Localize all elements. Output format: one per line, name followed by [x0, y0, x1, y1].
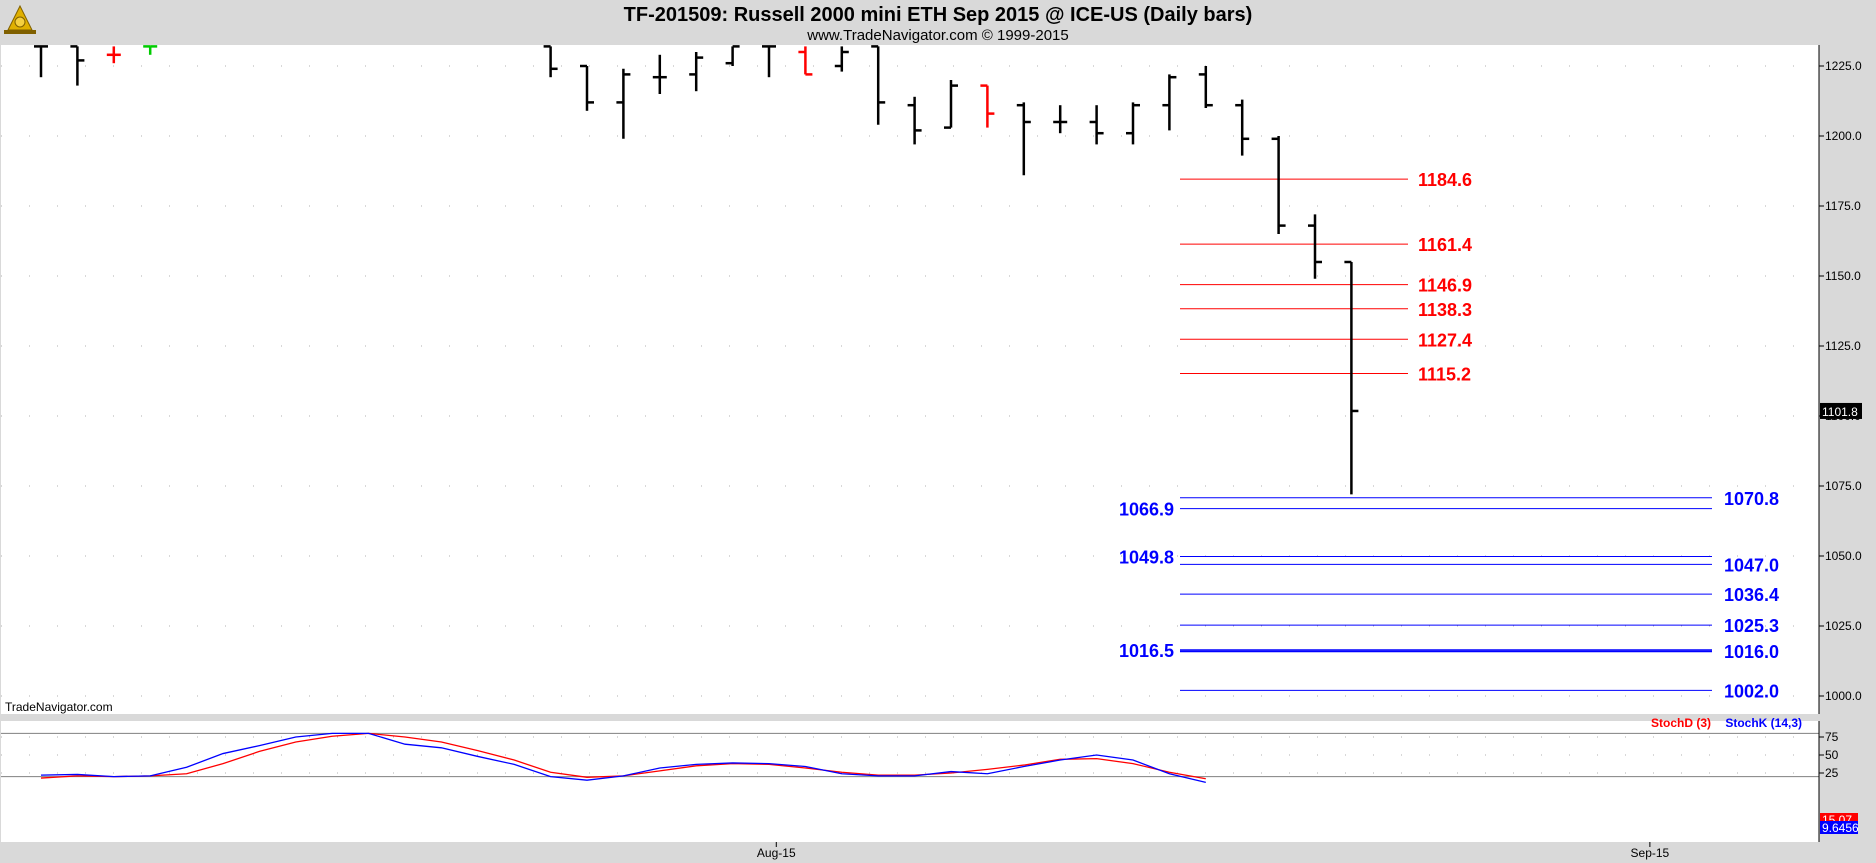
ohlc-bar — [143, 45, 158, 55]
watermark: TradeNavigator.com — [5, 700, 113, 714]
resistance-label: 1127.4 — [1418, 330, 1472, 350]
ohlc-bar — [70, 45, 85, 86]
date-tick-label: Sep-15 — [1631, 846, 1670, 860]
price-tick-label: 1000.0 — [1825, 689, 1862, 703]
stochastic-lines — [40, 732, 1206, 783]
logo — [4, 4, 36, 34]
stochastic-legend: StochD (3) StochK (14,3) — [1651, 716, 1802, 730]
stoch-last-value: 9.6456 — [1820, 821, 1859, 835]
price-tick-label: 1200.0 — [1825, 129, 1862, 143]
support-label: 1016.0 — [1724, 642, 1779, 662]
sextant-logo-icon — [4, 4, 36, 34]
support-label: 1066.9 — [1119, 500, 1174, 520]
date-axis: Aug-15 Sep-15 — [757, 842, 1670, 860]
chart-subtitle: www.TradeNavigator.com © 1999-2015 — [806, 27, 1068, 44]
ohlc-bar — [1271, 136, 1286, 234]
ohlc-bar — [1308, 214, 1322, 279]
stochastic-panel — [1, 721, 1819, 842]
stochastic-grid — [1, 732, 1819, 778]
ohlc-bar — [1053, 105, 1068, 134]
ohlc-bar — [762, 45, 776, 78]
support-label: 1025.3 — [1724, 616, 1779, 636]
ohlc-bar — [106, 46, 121, 64]
ohlc-bar — [1198, 66, 1213, 108]
support-label: 1036.4 — [1724, 585, 1779, 605]
ohlc-bar — [944, 80, 958, 129]
legend-stoch-d: StochD (3) — [1651, 716, 1711, 730]
ohlc-bar — [1089, 105, 1104, 145]
support-label: 1070.8 — [1724, 489, 1779, 509]
ohlc-bar — [1344, 260, 1359, 495]
price-panel — [1, 45, 1819, 714]
price-tick-label: 1175.0 — [1825, 199, 1861, 213]
last-price-marker: 1101.8 — [1820, 402, 1862, 419]
last-price-label: 1101.8 — [1822, 405, 1858, 419]
ohlc-bar — [798, 46, 813, 76]
resistance-label: 1161.4 — [1418, 235, 1472, 255]
ohlc-bar — [689, 52, 704, 92]
price-tick-label: 1025.0 — [1825, 619, 1862, 633]
ohlc-bar — [652, 54, 667, 94]
date-tick-label: Aug-15 — [757, 846, 796, 860]
resistance-label: 1115.2 — [1418, 364, 1471, 384]
ohlc-bar — [616, 68, 631, 139]
last-price-box — [1820, 402, 1862, 419]
price-levels: 1184.6 1161.4 1146.9 1138.3 1127.4 1115.2 1070… — [1119, 170, 1779, 701]
stoch-tick-label: 25 — [1825, 766, 1839, 780]
support-label: 1002.0 — [1724, 681, 1779, 701]
ohlc-bar — [980, 84, 995, 128]
legend-stoch-k: StochK (14,3) — [1725, 716, 1802, 730]
stoch-last-box — [1820, 821, 1858, 834]
price-tick-label: 1150.0 — [1825, 269, 1861, 283]
price-tick-label: 1075.0 — [1825, 479, 1862, 493]
ohlc-bar — [1126, 102, 1140, 145]
ohlc-bar — [834, 46, 849, 72]
support-label: 1049.8 — [1119, 548, 1174, 568]
ohlc-bar — [580, 64, 594, 111]
resistance-label: 1138.3 — [1418, 300, 1472, 320]
ohlc-bar — [1162, 74, 1177, 131]
ohlc-bar — [907, 96, 922, 145]
resistance-label: 1184.6 — [1418, 170, 1472, 190]
price-tick-label: 1050.0 — [1825, 549, 1862, 563]
ohlc-bar — [1016, 102, 1031, 176]
chart-title: TF-201509: Russell 2000 mini ETH Sep 201… — [624, 4, 1253, 26]
ohlc-bar — [543, 45, 558, 78]
price-tick-label: 1225.0 — [1825, 59, 1862, 73]
support-label: 1016.5 — [1119, 641, 1174, 661]
price-axis: 1000.01025.01050.01075.01100.01125.01150… — [1818, 45, 1862, 714]
price-bars — [34, 45, 1359, 495]
stoch-series-line — [40, 732, 1206, 783]
resistance-label: 1146.9 — [1418, 276, 1472, 296]
stoch-last-label: 9.6456 — [1822, 821, 1859, 835]
stoch-tick-label: 50 — [1825, 748, 1839, 762]
support-label: 1047.0 — [1724, 555, 1779, 575]
ohlc-bar — [725, 45, 740, 66]
stoch-tick-label: 75 — [1825, 730, 1839, 744]
price-tick-label: 1125.0 — [1825, 339, 1861, 353]
ohlc-bar — [871, 45, 886, 125]
ohlc-bar — [1235, 99, 1250, 156]
ohlc-bar — [34, 45, 48, 78]
